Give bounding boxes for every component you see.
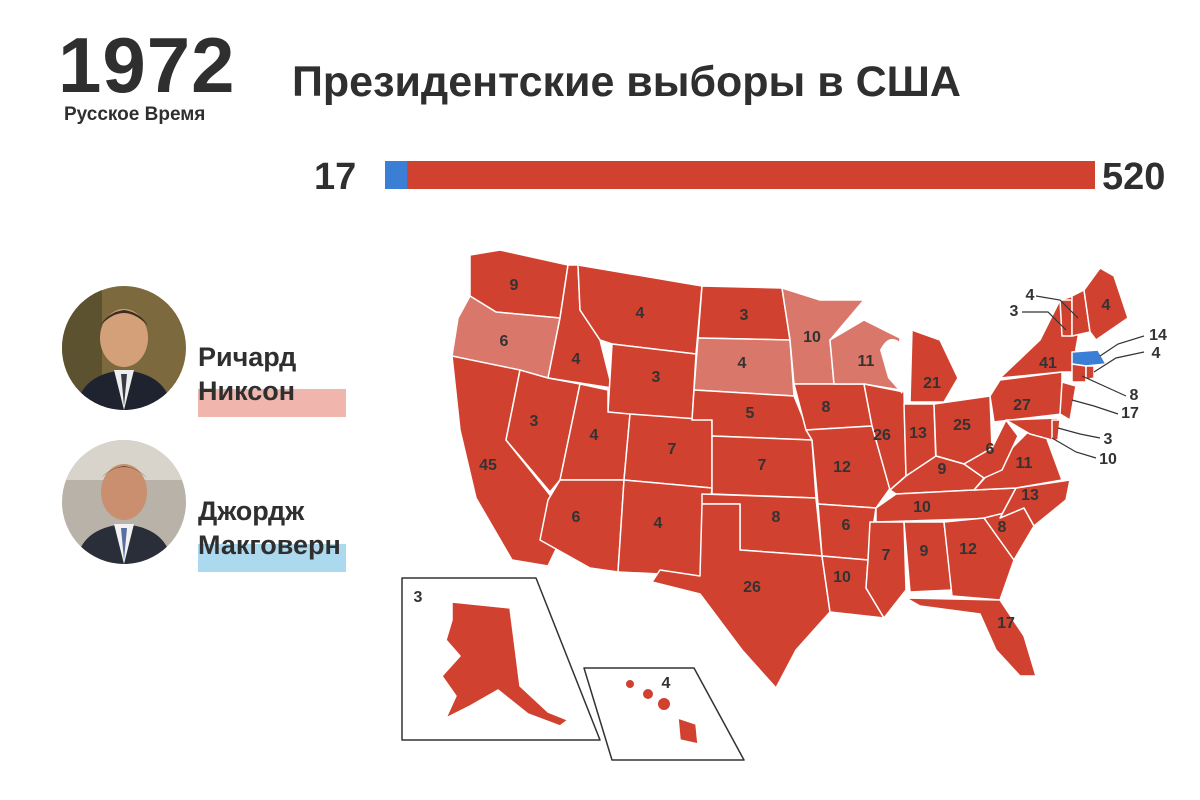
label-oklahoma: 8: [772, 509, 781, 526]
republican-electoral-votes: 520: [1102, 156, 1166, 198]
mcgovern-name: Джордж Макговерн: [198, 494, 341, 562]
state-arizona: [539, 479, 625, 573]
democrat-bar-segment: [385, 161, 408, 189]
brand-name: Русское Время: [64, 104, 206, 125]
label-nebraska: 5: [746, 405, 755, 422]
label-california: 45: [479, 457, 497, 474]
label-indiana: 13: [909, 425, 927, 442]
state-iowa: [793, 383, 873, 431]
label-nevada: 3: [530, 413, 539, 430]
callout-line-vt: [1022, 311, 1067, 331]
mcgovern-last-name: Макговерн: [198, 530, 341, 560]
state-georgia: [943, 517, 1015, 601]
label-colorado: 7: [668, 441, 677, 458]
label-illinois: 26: [873, 427, 891, 444]
label-new-hampshire: 4: [1026, 287, 1035, 304]
label-georgia: 12: [959, 541, 977, 558]
label-wisconsin: 11: [858, 353, 875, 370]
electoral-vote-bar: [385, 161, 1095, 189]
label-arkansas: 6: [842, 517, 851, 534]
hawaii-island-maui: [658, 698, 670, 710]
state-new-jersey: [1059, 381, 1077, 421]
label-north-carolina: 13: [1021, 487, 1039, 504]
state-florida: [905, 597, 1037, 677]
state-delaware: [1051, 419, 1061, 441]
nixon-name: Ричард Никсон: [198, 340, 296, 408]
label-south-dakota: 4: [738, 355, 747, 372]
state-rhode-island: [1085, 365, 1095, 381]
callout-line-nj: [1071, 399, 1119, 415]
state-maine: [1083, 267, 1129, 341]
label-new-york: 41: [1039, 355, 1057, 372]
state-west-virginia: [963, 419, 1019, 479]
label-missouri: 12: [833, 459, 851, 476]
label-arizona: 6: [572, 509, 581, 526]
label-north-dakota: 3: [740, 307, 749, 324]
hawaii-island-oahu: [643, 689, 653, 699]
label-ohio: 25: [953, 417, 971, 434]
label-new-jersey: 17: [1121, 405, 1139, 422]
label-hawaii: 4: [662, 675, 671, 692]
state-alaska: [441, 601, 569, 727]
state-massachusetts: [1071, 349, 1107, 367]
callout-line-nh: [1035, 295, 1079, 319]
label-kansas: 7: [758, 457, 767, 474]
label-alabama: 9: [920, 543, 929, 560]
label-pennsylvania: 27: [1013, 397, 1031, 414]
label-rhode-island: 4: [1152, 345, 1161, 362]
republican-bar-segment: [407, 161, 1095, 189]
state-texas: [651, 503, 831, 689]
democrat-electoral-votes: 17: [314, 156, 357, 198]
label-montana: 4: [636, 305, 645, 322]
label-texas: 26: [743, 579, 761, 596]
lake-erie: [958, 376, 1000, 398]
callout-line-ri: [1093, 351, 1145, 373]
callout-line-ct: [1081, 375, 1127, 397]
label-maine: 4: [1102, 297, 1111, 314]
label-wyoming: 3: [652, 369, 661, 386]
label-michigan: 21: [923, 375, 941, 392]
label-west-virginia: 6: [986, 441, 995, 458]
label-tennessee: 10: [913, 499, 931, 516]
label-idaho: 4: [572, 351, 581, 368]
label-delaware: 3: [1104, 431, 1113, 448]
election-year: 1972: [58, 21, 236, 109]
label-alaska: 3: [414, 589, 423, 606]
state-hawaii: [677, 717, 699, 745]
lake-michigan: [880, 338, 904, 394]
label-mississippi: 7: [882, 547, 891, 564]
label-vermont: 3: [1010, 303, 1019, 320]
state-new-mexico: [617, 479, 713, 577]
label-kentucky: 9: [938, 461, 947, 478]
mcgovern-underline: [198, 544, 346, 572]
alaska-inset-frame: [401, 577, 601, 741]
label-iowa: 8: [822, 399, 831, 416]
label-virginia: 11: [1016, 455, 1033, 472]
callout-line-ma: [1099, 335, 1145, 357]
nixon-underline: [198, 389, 346, 417]
label-washington: 9: [510, 277, 519, 294]
label-south-carolina: 8: [998, 519, 1007, 536]
label-louisiana: 10: [833, 569, 851, 586]
label-florida: 17: [997, 615, 1015, 632]
label-utah: 4: [590, 427, 599, 444]
page-title: Президентские выборы в США: [292, 58, 961, 106]
label-massachusetts: 14: [1149, 327, 1167, 344]
label-new-mexico: 4: [654, 515, 663, 532]
state-connecticut: [1071, 363, 1087, 383]
label-maryland: 10: [1099, 451, 1117, 468]
hawaii-inset-frame: [583, 667, 745, 761]
mcgovern-first-name: Джордж: [198, 496, 305, 526]
callout-line-de: [1057, 427, 1101, 439]
label-connecticut: 8: [1130, 387, 1139, 404]
nixon-first-name: Ричард: [198, 342, 297, 372]
label-oregon: 6: [500, 333, 509, 350]
callout-line-md: [1051, 437, 1097, 459]
label-minnesota: 10: [803, 329, 821, 346]
hawaii-island-kauai: [626, 680, 634, 688]
state-michigan: [909, 329, 959, 403]
nixon-last-name: Никсон: [198, 376, 296, 406]
